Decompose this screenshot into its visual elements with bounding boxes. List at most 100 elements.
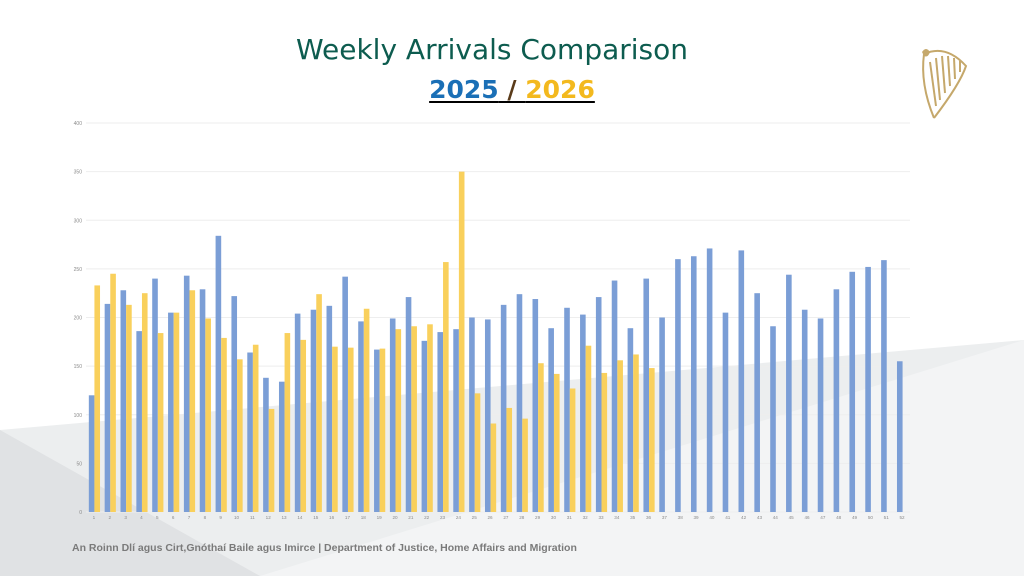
x-tick-label: 48 [836, 515, 842, 520]
x-tick-label: 26 [488, 515, 494, 520]
year-b-label: 2026 [525, 75, 595, 104]
bar-2026-week-16 [332, 346, 338, 512]
x-tick-label: 22 [424, 515, 430, 520]
bar-2025-week-34 [611, 280, 618, 512]
bar-2026-week-12 [268, 408, 275, 512]
bar-2026-week-3 [126, 304, 132, 512]
bar-2025-week-43 [754, 293, 760, 512]
bar-2025-week-2 [104, 303, 111, 512]
bar-2026-week-25 [474, 393, 481, 512]
bar-2026-week-29 [538, 363, 544, 512]
bar-2026-week-1 [94, 285, 101, 512]
bar-2026-week-14 [300, 339, 307, 512]
x-tick-label: 16 [329, 515, 335, 520]
x-tick-label: 40 [709, 515, 715, 520]
bar-2025-week-6 [168, 312, 174, 512]
bar-2025-week-10 [231, 296, 238, 512]
bar-2025-week-26 [484, 319, 491, 512]
bar-2025-week-7 [183, 275, 190, 512]
year-separator: / [498, 75, 526, 104]
bar-2026-week-22 [427, 324, 433, 512]
bar-2025-week-13 [278, 381, 285, 512]
bar-2025-week-52 [896, 361, 903, 512]
bar-2025-week-23 [437, 332, 444, 512]
x-tick-label: 15 [313, 515, 319, 520]
bar-2025-week-8 [199, 289, 206, 512]
bar-2026-week-31 [569, 388, 576, 512]
x-tick-label: 11 [250, 515, 255, 520]
bar-2025-week-33 [595, 297, 602, 512]
x-tick-label: 7 [188, 515, 191, 520]
x-tick-label: 19 [377, 515, 383, 520]
bar-2026-week-26 [490, 423, 497, 512]
x-tick-label: 32 [583, 515, 589, 520]
bar-2026-week-20 [395, 329, 402, 512]
x-tick-label: 24 [456, 515, 462, 520]
bar-2025-week-24 [453, 329, 459, 512]
x-tick-label: 43 [757, 515, 763, 520]
bar-2026-week-33 [601, 372, 608, 512]
x-tick-label: 29 [535, 515, 541, 520]
bar-2025-week-44 [770, 326, 776, 512]
x-tick-label: 46 [804, 515, 810, 520]
bar-2026-week-10 [237, 359, 243, 512]
bar-2025-week-19 [374, 349, 380, 512]
x-tick-label: 14 [297, 515, 303, 520]
bar-2026-week-8 [205, 318, 211, 512]
bar-2025-week-35 [627, 328, 634, 512]
bar-2026-week-23 [443, 262, 449, 512]
bar-2026-week-17 [347, 347, 354, 512]
x-tick-label: 5 [156, 515, 159, 520]
y-tick-label: 350 [74, 170, 83, 176]
x-tick-label: 8 [204, 515, 207, 520]
bar-2025-week-9 [215, 235, 222, 512]
bar-2025-week-18 [358, 321, 364, 512]
x-tick-label: 23 [440, 515, 446, 520]
bar-2025-week-49 [849, 271, 856, 512]
bar-2025-week-32 [580, 314, 586, 512]
bar-2025-week-25 [469, 317, 475, 512]
y-tick-label: 0 [79, 510, 82, 516]
x-tick-label: 4 [140, 515, 143, 520]
bar-2026-week-15 [316, 294, 322, 512]
x-tick-label: 20 [392, 515, 398, 520]
bar-2025-week-27 [500, 304, 507, 512]
bar-2026-week-24 [458, 171, 465, 512]
bar-2025-week-15 [310, 309, 317, 512]
x-tick-label: 25 [472, 515, 478, 520]
x-tick-label: 45 [789, 515, 795, 520]
x-tick-label: 47 [820, 515, 826, 520]
bar-2026-week-30 [553, 373, 560, 512]
bar-2026-week-13 [284, 333, 291, 512]
bar-2026-week-6 [173, 312, 180, 512]
bar-2026-week-36 [649, 368, 655, 512]
bar-2025-week-50 [865, 266, 871, 512]
bar-2025-week-16 [326, 305, 333, 512]
bar-2025-week-28 [516, 294, 523, 512]
year-comparison: 2025 / 2026 [0, 75, 1024, 104]
y-tick-label: 50 [76, 461, 82, 467]
bar-2025-week-20 [389, 318, 396, 512]
x-tick-label: 41 [725, 515, 731, 520]
bar-2025-week-1 [88, 395, 95, 512]
bar-2025-week-41 [722, 312, 729, 512]
x-tick-label: 13 [282, 515, 288, 520]
year-a-label: 2025 [429, 75, 499, 104]
bar-2025-week-48 [833, 289, 840, 512]
x-tick-label: 1 [93, 515, 96, 520]
x-tick-label: 2 [108, 515, 111, 520]
x-tick-label: 35 [630, 515, 636, 520]
bar-2026-week-27 [506, 407, 513, 512]
x-tick-label: 52 [900, 515, 906, 520]
x-tick-label: 38 [678, 515, 684, 520]
bar-2025-week-51 [881, 260, 887, 512]
bar-2026-week-11 [252, 344, 259, 512]
y-tick-label: 400 [74, 121, 83, 127]
bar-2025-week-36 [643, 278, 650, 512]
bar-2025-week-14 [294, 313, 301, 512]
x-tick-label: 30 [551, 515, 557, 520]
bar-2025-week-38 [675, 259, 681, 512]
x-tick-label: 21 [408, 515, 414, 520]
bar-2026-week-35 [633, 354, 639, 512]
x-tick-label: 44 [773, 515, 779, 520]
